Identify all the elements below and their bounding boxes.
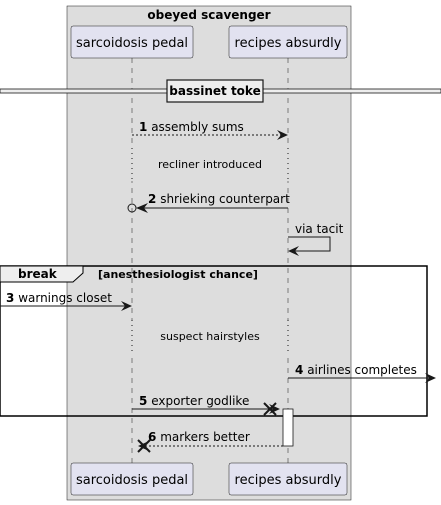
svg-text:1 assembly sums: 1 assembly sums: [139, 120, 244, 134]
message-3: 3 warnings closet: [0, 291, 132, 311]
message-1: 1 assembly sums: [132, 120, 288, 140]
svg-text:sarcoidosis pedal: sarcoidosis pedal: [76, 36, 188, 51]
svg-text:[anesthesiologist chance]: [anesthesiologist chance]: [98, 268, 258, 281]
delay-label-1: recliner introduced: [158, 158, 262, 171]
svg-text:via tacit: via tacit: [295, 222, 344, 236]
message-5: 5 exporter godlike: [132, 394, 280, 416]
svg-text:5 exporter godlike: 5 exporter godlike: [139, 394, 249, 408]
svg-text:bassinet toke: bassinet toke: [169, 84, 260, 98]
delay-label-2: suspect hairstyles: [160, 330, 260, 343]
participant-recipes-absurdly-bottom[interactable]: recipes absurdly: [228, 462, 348, 496]
destroy-x-icon: [137, 439, 151, 453]
divider-bassinet-toke: bassinet toke: [0, 79, 441, 103]
svg-text:sarcoidosis pedal: sarcoidosis pedal: [76, 473, 188, 488]
message-2: 2 shrieking counterpart: [127, 192, 290, 213]
svg-text:3 warnings closet: 3 warnings closet: [6, 291, 112, 305]
fragment-break: break [anesthesiologist chance]: [0, 265, 428, 417]
participant-sarcoidosis-pedal-top[interactable]: sarcoidosis pedal: [70, 25, 194, 59]
svg-text:4 airlines completes: 4 airlines completes: [295, 363, 417, 377]
message-self-via-tacit: via tacit: [288, 222, 344, 256]
message-6: 6 markers better: [137, 430, 283, 453]
svg-text:6 markers better: 6 markers better: [148, 430, 250, 444]
message-4: 4 airlines completes: [288, 363, 436, 383]
activation-bar: [282, 408, 294, 447]
destroy-x-icon: [263, 402, 277, 416]
svg-text:break: break: [18, 267, 58, 281]
participant-recipes-absurdly-top[interactable]: recipes absurdly: [228, 25, 348, 59]
svg-text:recipes absurdly: recipes absurdly: [235, 36, 342, 51]
svg-text:recipes absurdly: recipes absurdly: [235, 473, 342, 488]
participant-sarcoidosis-pedal-bottom[interactable]: sarcoidosis pedal: [70, 462, 194, 496]
svg-text:2 shrieking counterpart: 2 shrieking counterpart: [148, 192, 290, 206]
group-box-title: obeyed scavenger: [147, 8, 270, 22]
